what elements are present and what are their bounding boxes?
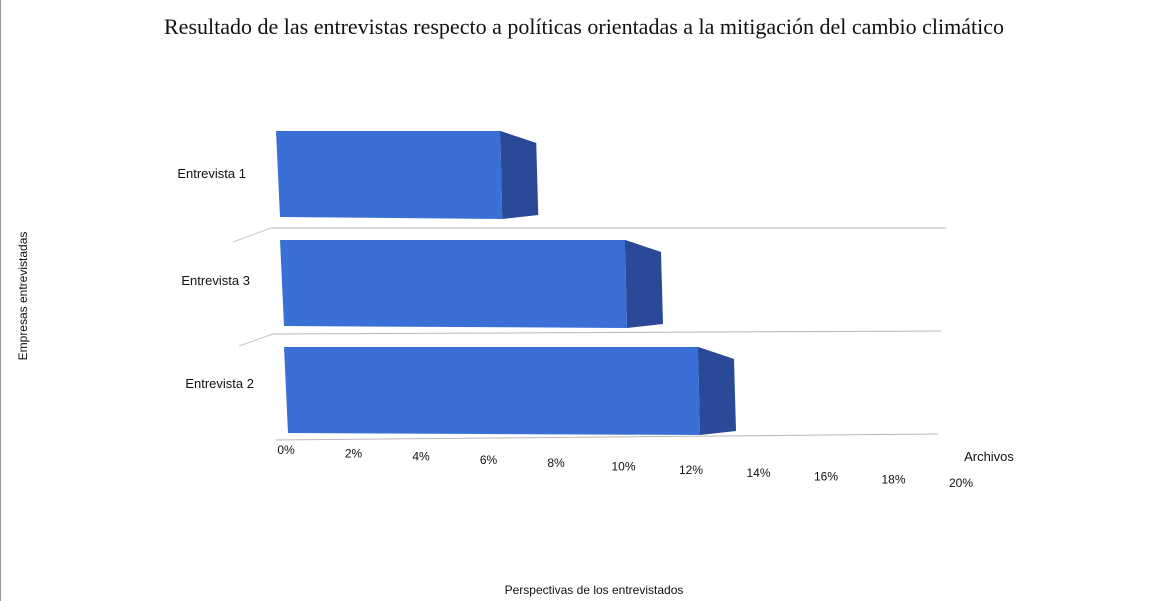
category-label: Entrevista 2 bbox=[185, 376, 254, 391]
floor-edge bbox=[232, 227, 272, 243]
bar-front-face bbox=[284, 347, 700, 435]
category-label: Entrevista 3 bbox=[181, 273, 250, 288]
bar bbox=[276, 131, 539, 219]
x-tick-label: 8% bbox=[547, 456, 565, 470]
bar-front-face bbox=[280, 240, 627, 328]
bar bbox=[284, 347, 736, 435]
x-tick-label: 12% bbox=[679, 463, 703, 477]
category-label: Entrevista 1 bbox=[177, 166, 246, 181]
x-axis-title: Perspectivas de los entrevistados bbox=[505, 583, 684, 597]
gridline bbox=[275, 433, 939, 441]
series-label: Archivos bbox=[964, 449, 1014, 464]
x-tick-label: 6% bbox=[480, 453, 498, 467]
x-tick-label: 2% bbox=[345, 446, 363, 460]
floor-edge bbox=[238, 333, 274, 347]
bar-side-face bbox=[625, 240, 663, 328]
y-axis-title: Empresas entrevistadas bbox=[16, 232, 30, 361]
bar-side-face bbox=[500, 131, 539, 219]
x-tick-label: 16% bbox=[814, 469, 838, 483]
x-tick-label: 20% bbox=[949, 476, 973, 490]
x-tick-label: 18% bbox=[881, 473, 905, 487]
bar-front-face bbox=[276, 131, 503, 219]
x-tick-label: 14% bbox=[746, 466, 770, 480]
x-tick-label: 4% bbox=[412, 450, 430, 464]
x-tick-label: 10% bbox=[611, 460, 635, 474]
x-tick-label: 0% bbox=[277, 443, 295, 457]
bar-side-face bbox=[698, 347, 736, 435]
bar bbox=[280, 240, 663, 328]
chart-title: Resultado de las entrevistas respecto a … bbox=[164, 14, 1004, 39]
gridline bbox=[272, 330, 942, 335]
